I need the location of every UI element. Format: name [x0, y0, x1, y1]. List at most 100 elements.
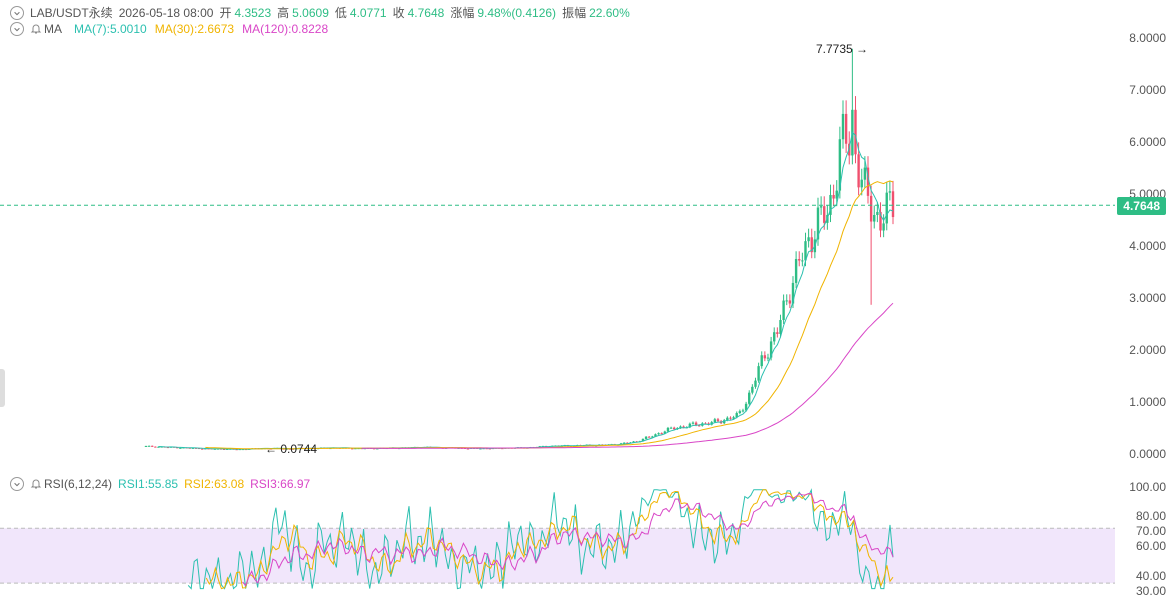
rsi2-value: RSI2:63.08 [184, 477, 245, 491]
candle-body [660, 433, 663, 435]
candle-body [738, 411, 742, 414]
ma120-value: MA(120):0.8228 [242, 22, 329, 36]
candle-body [688, 423, 692, 428]
candle-body [788, 300, 792, 304]
rsi-collapse-chevron-icon[interactable] [10, 477, 24, 491]
candle-body [888, 191, 892, 193]
open-value: 4.3523 [234, 5, 272, 20]
rsi-legend: RSI(6,12,24) RSI1:55.85 RSI2:63.08 RSI3:… [10, 477, 318, 491]
candle-body [716, 419, 720, 422]
rsi1-line [187, 488, 894, 590]
price-tick: 2.0000 [1129, 343, 1166, 357]
ma-label: MA [44, 22, 62, 36]
rsi-label: RSI(6,12,24) [44, 477, 113, 491]
candle-body [194, 447, 198, 449]
ma-legend: MA MA(7):5.0010 MA(30):2.6673 MA(120):0.… [10, 22, 336, 36]
close-value: 4.7648 [407, 5, 445, 20]
candle-body [879, 211, 882, 231]
current-price-tag: 4.7648 [1117, 197, 1166, 215]
candle-body [863, 167, 867, 180]
close-label: 收 [392, 6, 405, 20]
candle-body [810, 237, 813, 253]
change-label: 涨幅 [450, 6, 475, 20]
candle-body [829, 194, 832, 215]
candle-body [179, 447, 182, 449]
candle-body [876, 211, 879, 215]
rsi-tick: 100.00 [1129, 480, 1166, 494]
candle-body [669, 427, 673, 429]
candle-body [801, 260, 804, 262]
price-tick: 6.0000 [1129, 135, 1166, 149]
candle-body [151, 445, 154, 447]
candle-body [757, 366, 760, 381]
candle-body [147, 445, 151, 447]
arrow-left-icon: ← [265, 442, 277, 456]
candle-body [623, 442, 626, 444]
high-annotation: 7.7735 → [816, 42, 868, 56]
candles-group [144, 48, 895, 451]
ma30-line [205, 180, 894, 450]
candle-body [648, 436, 651, 438]
candle-body [732, 417, 735, 419]
candle-body [160, 446, 163, 448]
ma-collapse-chevron-icon[interactable] [10, 22, 24, 36]
candle-body [698, 425, 701, 427]
rsi1-value: RSI1:55.85 [118, 477, 179, 491]
candle-body [285, 448, 288, 450]
candle-body [651, 436, 654, 438]
datetime-label: 2026-05-18 08:00 [118, 5, 214, 20]
candle-body [882, 223, 885, 231]
candle-body [157, 446, 160, 448]
candle-body [691, 422, 695, 424]
candle-body [482, 448, 485, 450]
candle-body [794, 259, 798, 283]
candle-body [713, 419, 717, 423]
open-label: 开 [219, 6, 232, 20]
candle-body [663, 431, 667, 434]
candle-body [763, 355, 767, 359]
bell-icon[interactable] [30, 23, 42, 35]
collapse-chevron-icon[interactable] [10, 5, 24, 20]
candle-body [626, 442, 629, 444]
candle-body [694, 422, 698, 426]
symbol-label: LAB/USDT永续 [30, 6, 113, 20]
candle-body [376, 448, 379, 450]
candle-body [735, 413, 738, 418]
candle-body [885, 192, 888, 224]
ma-lines-group [158, 131, 894, 450]
rsi-tick: 70.00 [1135, 524, 1166, 538]
rsi-group [0, 488, 1115, 590]
rsi-tick: 40.00 [1135, 569, 1166, 583]
amplitude-value: 22.60% [589, 5, 630, 20]
low-label: 低 [334, 6, 347, 20]
ma7-line [158, 131, 894, 450]
high-annotation-value: 7.7735 [816, 42, 853, 56]
candle-body [835, 190, 838, 199]
candle-body [785, 300, 788, 302]
candle-body [860, 179, 863, 188]
rsi-band [0, 528, 1115, 584]
candle-body [154, 446, 157, 448]
change-value: 9.48%(0.4126) [477, 5, 557, 20]
candle-body [804, 241, 807, 261]
candle-body [726, 417, 729, 421]
rsi-bell-icon[interactable] [30, 478, 42, 490]
candle-body [744, 403, 748, 411]
candle-body [679, 426, 682, 429]
candle-body [823, 206, 826, 223]
candle-body [766, 357, 770, 359]
rsi-tick: 30.00 [1135, 584, 1166, 598]
candle-body [782, 300, 785, 321]
candle-body [213, 448, 216, 450]
low-annotation-value: 0.0744 [280, 442, 318, 456]
ma120-line [361, 302, 894, 449]
candle-body [729, 417, 732, 419]
candle-body [666, 427, 670, 432]
panel-drag-handle[interactable] [0, 369, 5, 407]
candle-body [288, 448, 291, 450]
candle-body [873, 214, 876, 222]
rsi-tick: 80.00 [1135, 509, 1166, 523]
low-annotation: ← 0.0744 [265, 442, 317, 456]
candle-body [644, 436, 648, 439]
